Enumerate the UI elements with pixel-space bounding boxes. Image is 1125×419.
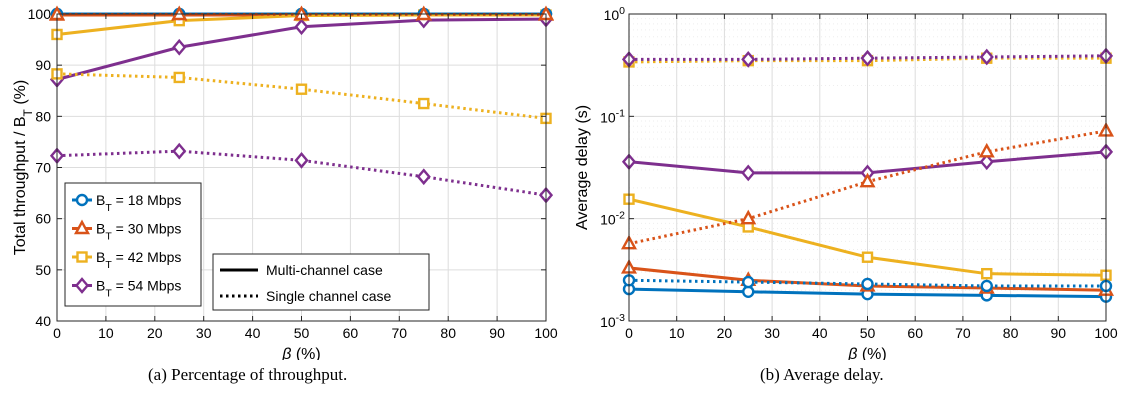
x-tick-label: 50	[860, 325, 876, 341]
data-point	[742, 275, 755, 289]
legend-swatch-marker	[76, 251, 88, 263]
y-tick-label: 10-2	[600, 210, 625, 228]
data-point	[979, 48, 994, 66]
x-tick-label: 30	[764, 325, 780, 341]
data-point	[981, 267, 993, 280]
x-axis-label: β (%)	[847, 346, 886, 360]
y-tick-label: 80	[35, 108, 51, 124]
x-tick-label: 30	[196, 325, 212, 341]
data-point	[861, 277, 874, 291]
y-tick-label: 10-3	[600, 312, 625, 330]
x-tick-label: 0	[53, 325, 61, 341]
x-tick-label: 70	[392, 325, 408, 341]
data-point	[980, 279, 993, 293]
data-point	[294, 151, 309, 169]
series-line	[628, 278, 1106, 288]
data-point	[418, 97, 430, 110]
legend-entry: BT = 30 Mbps	[96, 221, 181, 243]
x-tick-label: 80	[1003, 325, 1019, 341]
data-point	[416, 168, 431, 186]
x-tick-label: 80	[440, 325, 456, 341]
series-line	[628, 56, 1106, 64]
legend-entry: BT = 18 Mbps	[96, 192, 181, 214]
data-point	[294, 18, 309, 36]
x-tick-label: 40	[812, 325, 828, 341]
x-tick-label: 10	[669, 325, 685, 341]
y-axis-label-group: Total throughput / BT (%)	[12, 80, 35, 255]
legend-entry: BT = 42 Mbps	[96, 249, 181, 271]
y-tick-label: 100	[604, 5, 626, 23]
data-point	[978, 142, 995, 158]
caption-a: (a) Percentage of throughput.	[148, 365, 348, 384]
series-line	[56, 72, 547, 120]
legend-entry: BT = 54 Mbps	[96, 278, 181, 300]
y-axis-label-group: Average delay (s)	[574, 105, 591, 230]
x-tick-label: 90	[489, 325, 505, 341]
x-tick-label: 70	[955, 325, 971, 341]
legend-box	[212, 253, 430, 311]
legend-styles: Multi-channel case Single channel case	[212, 253, 430, 311]
x-tick-label: 0	[625, 325, 633, 341]
data-point	[173, 71, 185, 84]
data-point	[741, 51, 756, 68]
x-axis-label: β (%)	[281, 346, 320, 360]
series-line	[629, 54, 1107, 61]
legend-series: BT = 18 Mbps BT = 30 Mbps BT = 42 Mbps BT =…	[64, 182, 202, 307]
y-tick-label: 10-1	[600, 107, 625, 125]
legend-swatch-marker	[75, 193, 89, 207]
x-tick-label: 60	[343, 325, 359, 341]
y-tick-label: 100	[28, 6, 52, 22]
data-point	[172, 38, 187, 56]
x-tick-label: 20	[717, 325, 733, 341]
caption-b: (b) Average delay.	[760, 365, 884, 384]
x-tick-label: 10	[98, 325, 114, 341]
data-point	[741, 164, 756, 182]
y-axis-label: Average delay (s)	[574, 105, 591, 230]
y-axis-label: Total throughput / BT (%)	[12, 80, 35, 255]
y-tick-label: 40	[35, 313, 51, 329]
x-tick-label: 90	[1051, 325, 1067, 341]
legend-entry: Multi-channel case	[266, 262, 383, 278]
x-tick-label: 100	[1094, 325, 1118, 341]
data-point	[172, 142, 187, 160]
x-tick-label: 100	[534, 325, 558, 341]
data-point	[740, 209, 757, 225]
x-tick-label: 20	[147, 325, 163, 341]
data-point	[861, 251, 874, 263]
data-point	[859, 172, 876, 188]
series-line	[56, 149, 547, 197]
y-tick-label: 90	[35, 57, 51, 73]
data-point	[979, 153, 994, 171]
y-tick-label: 70	[35, 160, 51, 176]
data-point	[295, 83, 308, 95]
legend-swatch-marker	[73, 219, 91, 235]
x-tick-label: 40	[245, 325, 261, 341]
x-tick-label: 60	[907, 325, 923, 341]
data-point	[860, 49, 875, 67]
chart-delay: 0 10 20 30 40 50 60 70 80 90 100 10-3 10-2 10-1 100 β (…	[574, 5, 1118, 360]
legend-entry: Single channel case	[266, 288, 392, 304]
y-tick-label: 60	[35, 211, 51, 227]
y-tick-label: 50	[35, 262, 51, 278]
x-tick-label: 50	[294, 325, 310, 341]
legend-swatch-marker	[74, 277, 90, 294]
